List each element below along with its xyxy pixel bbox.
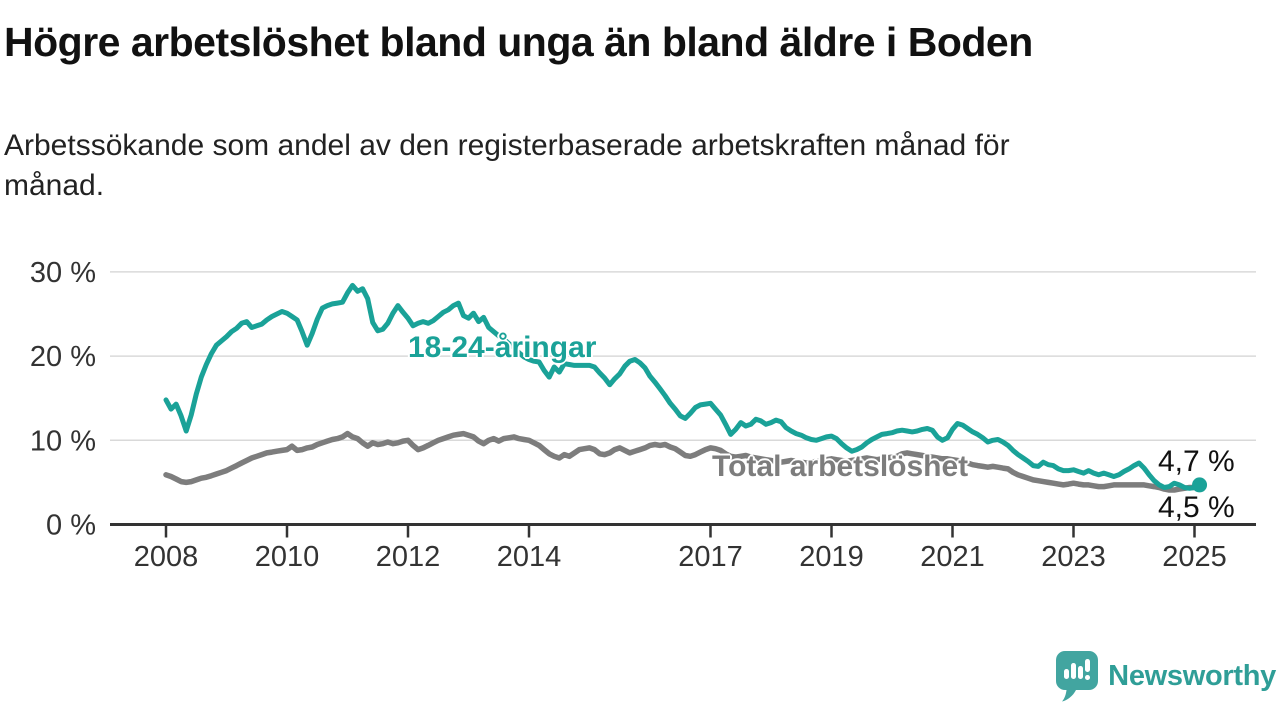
x-axis-label-2017: 2017 bbox=[678, 541, 743, 573]
newsworthy-icon bbox=[1056, 651, 1099, 702]
line-series-0 bbox=[163, 282, 1202, 491]
y-axis-label-20: 20 % bbox=[30, 341, 96, 373]
line-series-1 bbox=[163, 430, 1203, 493]
end-value-label-total: 4,5 % bbox=[1158, 491, 1235, 524]
x-axis-label-2014: 2014 bbox=[497, 541, 562, 573]
newsworthy-logo[interactable]: Newsworthy bbox=[1056, 651, 1276, 702]
series-label-total: Total arbetslöshet bbox=[712, 450, 969, 483]
x-axis-label-2008: 2008 bbox=[134, 541, 199, 573]
x-axis-label-2012: 2012 bbox=[376, 541, 441, 573]
chart-title: Högre arbetslöshet bland unga än bland ä… bbox=[4, 19, 1033, 65]
x-axis-label-2019: 2019 bbox=[799, 541, 864, 573]
y-axis-label-0: 0 % bbox=[46, 510, 96, 542]
x-axis-label-2023: 2023 bbox=[1041, 541, 1106, 573]
x-axis-label-2025: 2025 bbox=[1162, 541, 1227, 573]
chart-subtitle-line2: månad. bbox=[4, 169, 105, 202]
y-axis-label-10: 10 % bbox=[30, 425, 96, 457]
x-axis-label-2010: 2010 bbox=[255, 541, 320, 573]
x-axis-label-2021: 2021 bbox=[920, 541, 985, 573]
end-value-label-young: 4,7 % bbox=[1158, 445, 1235, 478]
newsworthy-wordmark: Newsworthy bbox=[1108, 660, 1276, 692]
series-label-young: 18-24-åringar bbox=[408, 331, 597, 364]
series-end-dot bbox=[1192, 477, 1208, 493]
y-axis-label-30: 30 % bbox=[30, 257, 96, 289]
chart-subtitle-line1: Arbetssökande som andel av den registerb… bbox=[4, 129, 1010, 162]
chart-subtitle: Arbetssökande som andel av den registerb… bbox=[4, 126, 1244, 206]
